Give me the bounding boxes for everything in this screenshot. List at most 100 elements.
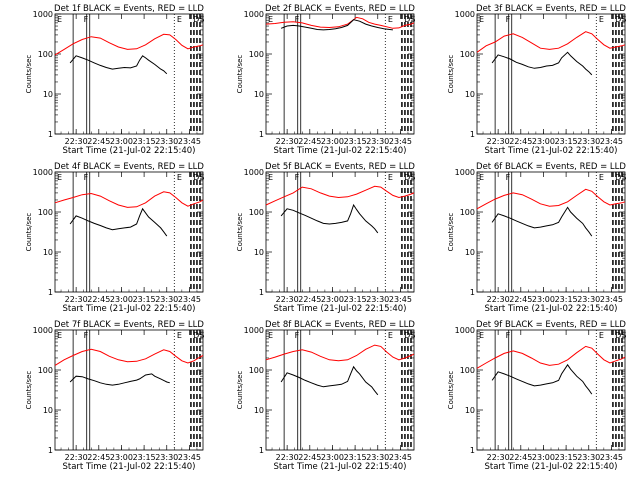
y-tick-label: 100 bbox=[38, 50, 53, 59]
plot-frame bbox=[265, 329, 415, 451]
flag-label: DS bbox=[615, 173, 626, 182]
y-tick-label: 10 bbox=[254, 90, 264, 99]
events-series-line bbox=[69, 55, 168, 75]
y-tick-label: 1000 bbox=[455, 10, 475, 19]
panel-title: Det 9f BLACK = Events, RED = LLD bbox=[476, 320, 626, 330]
panel-title: Det 1f BLACK = Events, RED = LLD bbox=[54, 4, 204, 14]
y-tick-label: 1000 bbox=[244, 326, 264, 335]
x-tick-label: 22:45 bbox=[87, 295, 110, 304]
lld-series-line bbox=[54, 33, 204, 56]
y-tick-label: 100 bbox=[249, 366, 264, 375]
x-axis-label: Start Time (21-Jul-02 22:15:40) bbox=[485, 146, 618, 156]
x-tick-label: 23:15 bbox=[133, 295, 156, 304]
lld-series-line bbox=[265, 185, 415, 206]
panel-det-9: Det 9f BLACK = Events, RED = LLD 1 10 100 10… bbox=[447, 320, 626, 472]
x-tick-label: 23:45 bbox=[600, 453, 623, 462]
x-tick-label: 23:00 bbox=[532, 295, 555, 304]
x-tick-label: 23:00 bbox=[532, 453, 555, 462]
y-tick-label: 1 bbox=[259, 130, 264, 139]
y-tick-label: 100 bbox=[460, 208, 475, 217]
flag-label: E bbox=[479, 173, 484, 182]
y-tick-label: 1000 bbox=[455, 326, 475, 335]
panel-title: Det 4f BLACK = Events, RED = LLD bbox=[54, 162, 204, 172]
y-tick-label: 10 bbox=[43, 406, 53, 415]
y-tick-label: 1000 bbox=[244, 168, 264, 177]
x-tick-label: 22:45 bbox=[509, 453, 532, 462]
plot-frame bbox=[265, 171, 415, 293]
x-axis-label: Start Time (21-Jul-02 22:15:40) bbox=[274, 304, 407, 314]
x-tick-label: 23:00 bbox=[110, 453, 133, 462]
flag-label: F bbox=[506, 331, 511, 340]
x-tick-label: 23:30 bbox=[366, 453, 389, 462]
x-tick-label: 23:15 bbox=[133, 453, 156, 462]
flag-label: DS bbox=[193, 331, 204, 340]
y-tick-label: 10 bbox=[43, 90, 53, 99]
x-tick-label: 23:45 bbox=[389, 453, 412, 462]
y-tick-label: 1000 bbox=[455, 168, 475, 177]
x-tick-label: 23:45 bbox=[600, 295, 623, 304]
y-tick-label: 1000 bbox=[33, 168, 53, 177]
flag-label: DS bbox=[404, 331, 415, 340]
x-axis-label: Start Time (21-Jul-02 22:15:40) bbox=[274, 146, 407, 156]
panel-det-8: Det 8f BLACK = Events, RED = LLD 1 10 100 10… bbox=[236, 320, 415, 472]
plot-frame bbox=[476, 13, 626, 135]
flag-label: DS bbox=[193, 15, 204, 24]
flag-label: F bbox=[84, 331, 89, 340]
events-series-line bbox=[69, 373, 170, 386]
lld-series-line bbox=[54, 191, 204, 208]
flag-label: E bbox=[479, 15, 484, 24]
y-tick-label: 1 bbox=[259, 446, 264, 455]
x-axis-label: Start Time (21-Jul-02 22:15:40) bbox=[63, 462, 196, 472]
x-tick-label: 23:30 bbox=[366, 295, 389, 304]
y-tick-label: 10 bbox=[465, 406, 475, 415]
plot-frame bbox=[54, 13, 204, 135]
y-tick-label: 10 bbox=[43, 248, 53, 257]
y-axis-label: Counts/sec bbox=[447, 55, 455, 94]
x-tick-label: 22:30 bbox=[276, 295, 299, 304]
y-tick-label: 100 bbox=[460, 366, 475, 375]
x-tick-label: 23:30 bbox=[366, 137, 389, 146]
x-tick-label: 23:45 bbox=[178, 295, 201, 304]
plot-frame bbox=[54, 171, 204, 293]
flag-label: E bbox=[268, 15, 273, 24]
panel-det-1: Det 1f BLACK = Events, RED = LLD 1 10 100 10… bbox=[25, 4, 204, 156]
x-axis-label: Start Time (21-Jul-02 22:15:40) bbox=[274, 462, 407, 472]
x-axis-label: Start Time (21-Jul-02 22:15:40) bbox=[63, 304, 196, 314]
flag-label: F bbox=[295, 15, 300, 24]
panel-det-6: Det 6f BLACK = Events, RED = LLD 1 10 100 10… bbox=[447, 162, 626, 314]
y-tick-label: 1 bbox=[48, 288, 53, 297]
x-tick-label: 23:45 bbox=[389, 137, 412, 146]
x-tick-label: 23:15 bbox=[344, 453, 367, 462]
events-series-line bbox=[491, 363, 593, 395]
x-tick-label: 22:30 bbox=[487, 453, 510, 462]
y-axis-label: Counts/sec bbox=[447, 371, 455, 410]
y-axis-label: Counts/sec bbox=[236, 213, 244, 252]
x-tick-label: 23:30 bbox=[577, 453, 600, 462]
x-tick-label: 23:15 bbox=[133, 137, 156, 146]
panel-det-2: Det 2f BLACK = Events, RED = LLD 1 10 100 10… bbox=[236, 4, 415, 156]
flag-label: DS bbox=[615, 331, 626, 340]
flag-label: E bbox=[388, 15, 393, 24]
x-tick-label: 23:00 bbox=[110, 137, 133, 146]
flag-label: DS bbox=[193, 173, 204, 182]
panel-det-4: Det 4f BLACK = Events, RED = LLD 1 10 100 10… bbox=[25, 162, 204, 314]
x-tick-label: 23:30 bbox=[155, 453, 178, 462]
flag-label: E bbox=[177, 15, 182, 24]
flag-label: E bbox=[479, 331, 484, 340]
events-series-line bbox=[280, 365, 379, 396]
flag-label: E bbox=[599, 173, 604, 182]
flag-label: E bbox=[268, 331, 273, 340]
x-axis-label: Start Time (21-Jul-02 22:15:40) bbox=[63, 146, 196, 156]
flag-label: E bbox=[268, 173, 273, 182]
y-tick-label: 100 bbox=[460, 50, 475, 59]
x-tick-label: 22:30 bbox=[487, 295, 510, 304]
x-tick-label: 23:45 bbox=[600, 137, 623, 146]
x-tick-label: 22:45 bbox=[298, 453, 321, 462]
x-tick-label: 22:30 bbox=[276, 137, 299, 146]
plot-frame bbox=[265, 13, 415, 135]
flag-label: E bbox=[177, 331, 182, 340]
y-tick-label: 1 bbox=[48, 446, 53, 455]
flag-label: F bbox=[295, 331, 300, 340]
x-tick-label: 23:30 bbox=[577, 137, 600, 146]
